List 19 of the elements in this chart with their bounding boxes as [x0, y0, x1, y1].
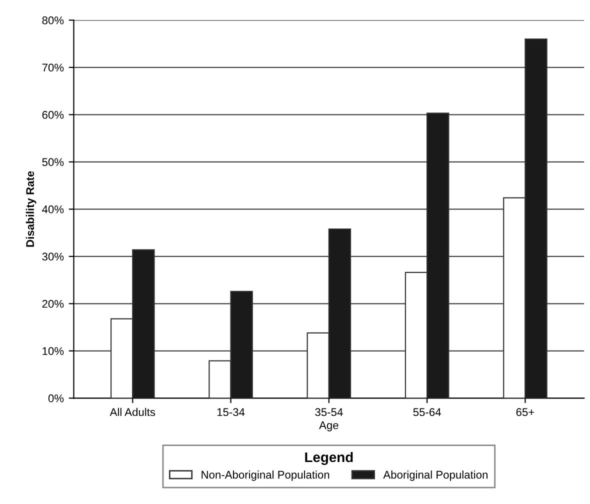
y-tick-label: 40%: [42, 205, 64, 214]
x-tick-label: 55-64: [413, 408, 441, 416]
y-tick-label: 10%: [42, 347, 64, 356]
x-tick-label: 15-34: [217, 408, 245, 416]
y-tick-label: 80%: [42, 16, 64, 24]
y-axis-title: Disability Rate: [26, 171, 36, 247]
x-tick-label: 65+: [516, 408, 534, 416]
y-tick-label: 70%: [42, 64, 64, 72]
y-tick-label: 20%: [42, 300, 64, 308]
legend-title: Legend: [305, 452, 353, 465]
legend-label: Non-Aboriginal Population: [202, 470, 330, 481]
x-tick-label: 35-54: [315, 408, 343, 416]
legend-label: Aboriginal Population: [383, 470, 488, 481]
y-tick-label: 60%: [42, 110, 64, 119]
x-tick-label: All Adults: [110, 408, 156, 416]
y-tick-label: 0%: [48, 394, 64, 402]
y-tick-label: 30%: [42, 252, 64, 261]
x-axis-title: Age: [319, 421, 338, 432]
y-tick-label: 50%: [42, 158, 64, 166]
